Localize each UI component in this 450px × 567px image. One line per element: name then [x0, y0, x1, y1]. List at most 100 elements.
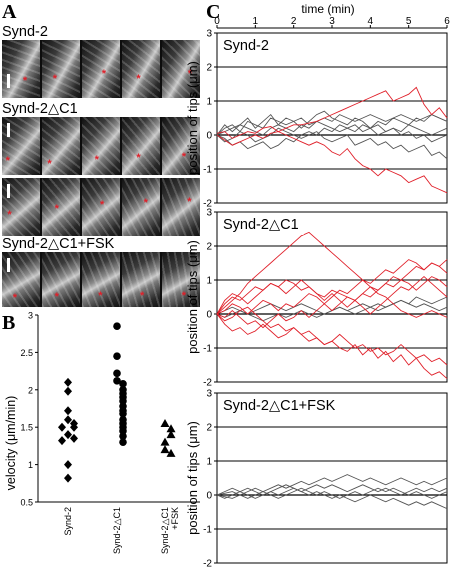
tip-trace	[216, 487, 448, 510]
image-frame	[42, 40, 80, 98]
velocity-category-text: Synd-2△C1	[112, 507, 122, 554]
image-frame	[82, 178, 120, 236]
velocity-point	[64, 473, 72, 483]
velocity-point	[119, 397, 127, 405]
tip-marker: *	[98, 289, 103, 302]
velocity-point	[64, 386, 72, 396]
tip-marker: *	[54, 203, 59, 216]
tip-trace	[216, 262, 448, 315]
image-frame	[82, 252, 120, 307]
image-frame	[162, 40, 200, 98]
chart-title-bg	[218, 34, 279, 56]
chart-title: Synd-2△C1+FSK	[223, 398, 336, 414]
ytick-label: 3	[206, 29, 212, 40]
image-strip-synd2-dc1-fsk: * * * * *	[2, 252, 200, 307]
tip-marker: *	[5, 155, 10, 168]
tip-trace	[216, 110, 448, 143]
image-frame	[122, 117, 160, 175]
ytick-label: -2	[203, 559, 212, 567]
ytick-label: 2	[206, 242, 212, 253]
velocity-category-label: Synd-2△C1	[112, 507, 122, 554]
image-strip-synd2: * * * * *	[2, 40, 200, 98]
tip-trace	[216, 276, 448, 329]
image-frame	[162, 178, 200, 236]
velocity-point	[113, 352, 121, 360]
ytick-label: -1	[203, 165, 212, 176]
velocity-point	[58, 422, 66, 432]
tip-trace	[216, 131, 448, 194]
velocity-point	[160, 445, 170, 454]
velocity-point	[160, 418, 170, 427]
chart-title-bg	[218, 213, 304, 235]
ytick-label: 0	[206, 491, 212, 502]
velocity-point	[166, 430, 176, 439]
image-strip-synd2-dc1-a: * * * * *	[2, 117, 200, 175]
tip-position-ylabel: position of tips (μm)	[185, 421, 200, 535]
tip-trace	[216, 487, 448, 499]
tip-trace	[216, 484, 448, 496]
velocity-point	[70, 422, 78, 432]
tip-trace	[216, 313, 448, 366]
velocity-point	[113, 377, 121, 385]
velocity-ytick-label: 1.5	[20, 423, 33, 433]
ytick-label: 1	[206, 276, 212, 287]
tip-marker: *	[52, 72, 58, 85]
scale-bar	[7, 258, 10, 272]
tip-trace	[216, 231, 448, 318]
velocity-point	[64, 415, 72, 425]
tip-marker: *	[143, 197, 148, 210]
velocity-point	[113, 369, 121, 378]
ytick-label: 0	[206, 131, 212, 142]
row-label-synd2: Synd-2	[2, 24, 48, 40]
image-strip-synd2-dc1-b: * * * * *	[2, 178, 200, 236]
velocity-ytick-label: 2.5	[20, 348, 33, 358]
ytick-label: 1	[206, 97, 212, 108]
tip-trace	[216, 275, 448, 315]
tip-position-ylabel: position of tips (μm)	[185, 61, 200, 175]
row-label-synd2-dc1-fsk: Synd-2△C1+FSK	[2, 236, 115, 252]
time-tick-label: 0	[214, 16, 220, 27]
time-tick-label: 3	[329, 16, 335, 27]
velocity-point	[113, 322, 121, 331]
velocity-ytick-label: 2	[28, 385, 33, 395]
velocity-category-text: Synd-2	[63, 507, 73, 536]
velocity-category-label: Synd-2	[63, 507, 73, 536]
tip-chart-synd2: 3 2 1 0 -1 -2 position of tips (μm) Synd-2	[185, 29, 448, 210]
chart-frame	[216, 392, 448, 564]
time-tick-label: 6	[444, 16, 450, 27]
ytick-label: -1	[203, 525, 212, 536]
velocity-ytick-label: 0.5	[20, 498, 33, 508]
ytick-label: -2	[203, 378, 212, 389]
time-tick-label: 1	[253, 16, 259, 27]
chart-title-bg	[218, 394, 338, 416]
velocity-point	[166, 448, 176, 457]
velocity-category-text: Synd-2△C1	[160, 507, 170, 554]
image-frame	[162, 117, 200, 175]
velocity-category-text: +FSK	[170, 507, 180, 530]
image-frame	[122, 178, 160, 236]
image-frame	[82, 117, 120, 175]
velocity-point	[119, 409, 127, 418]
tip-trace	[216, 127, 448, 160]
panel-letter-c: C	[206, 1, 221, 23]
velocity-point	[70, 433, 78, 443]
tip-marker: *	[100, 199, 105, 212]
tip-position-ylabel: position of tips (μm)	[185, 240, 200, 354]
tip-marker: *	[140, 289, 145, 302]
velocity-point	[119, 380, 127, 388]
velocity-point	[119, 427, 127, 435]
ytick-label: -1	[203, 344, 212, 355]
velocity-point	[119, 438, 127, 446]
tip-chart-synd2-dc1: 3 2 1 0 -1 -2 position of tips (μm) Synd-2△C1	[185, 208, 448, 389]
velocity-point	[64, 460, 72, 470]
tip-marker: *	[94, 154, 99, 167]
time-tick-label: 5	[406, 16, 412, 27]
scale-bar	[7, 74, 10, 88]
velocity-point	[166, 424, 176, 433]
tip-trace	[216, 86, 448, 139]
tip-marker: *	[187, 195, 192, 208]
velocity-point	[64, 377, 72, 387]
row-label-synd2-dc1: Synd-2△C1	[2, 101, 78, 117]
